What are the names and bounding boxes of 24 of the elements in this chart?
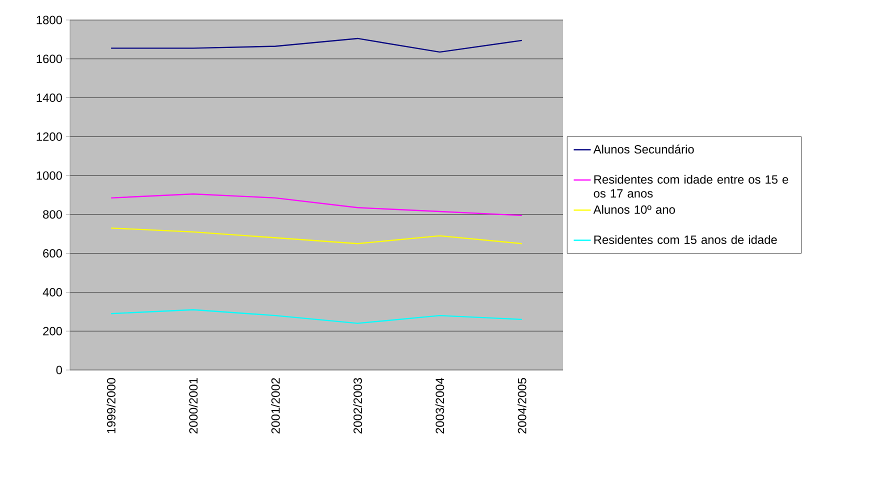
y-tick-label: 1000: [36, 171, 62, 180]
y-tick-label: 1600: [36, 54, 62, 64]
x-tick-label: 2001/2002: [271, 378, 280, 434]
legend-label: Residentes com 15 anos de idade: [594, 235, 777, 244]
x-tick-label: 1999/2000: [106, 378, 116, 434]
line-series: [110, 193, 523, 216]
x-tick-label: 2003/2004: [435, 378, 444, 434]
line-series: [110, 38, 523, 53]
y-tick-label: 600: [43, 249, 62, 258]
y-tick-label: 1800: [36, 16, 62, 24]
y-tick-label: 0: [56, 366, 62, 374]
y-tick-label: 1200: [36, 132, 62, 141]
y-tick-label: 800: [43, 210, 62, 219]
x-tick-label: 2004/2005: [518, 378, 526, 434]
x-tick-label: 2002/2003: [353, 378, 362, 434]
legend-label: Alunos 10º ano: [593, 205, 675, 214]
legend-label: Alunos Secundário: [593, 144, 694, 154]
line-series: [110, 309, 523, 324]
legend-label: Residentes com idade entre os 15 e os 17 anos: [594, 174, 788, 198]
line-series: [110, 227, 523, 244]
y-tick-label: 1400: [36, 94, 62, 102]
x-tick-label: 2000/2001: [188, 378, 198, 434]
y-tick-label: 200: [43, 326, 62, 336]
y-tick-label: 400: [42, 288, 62, 296]
